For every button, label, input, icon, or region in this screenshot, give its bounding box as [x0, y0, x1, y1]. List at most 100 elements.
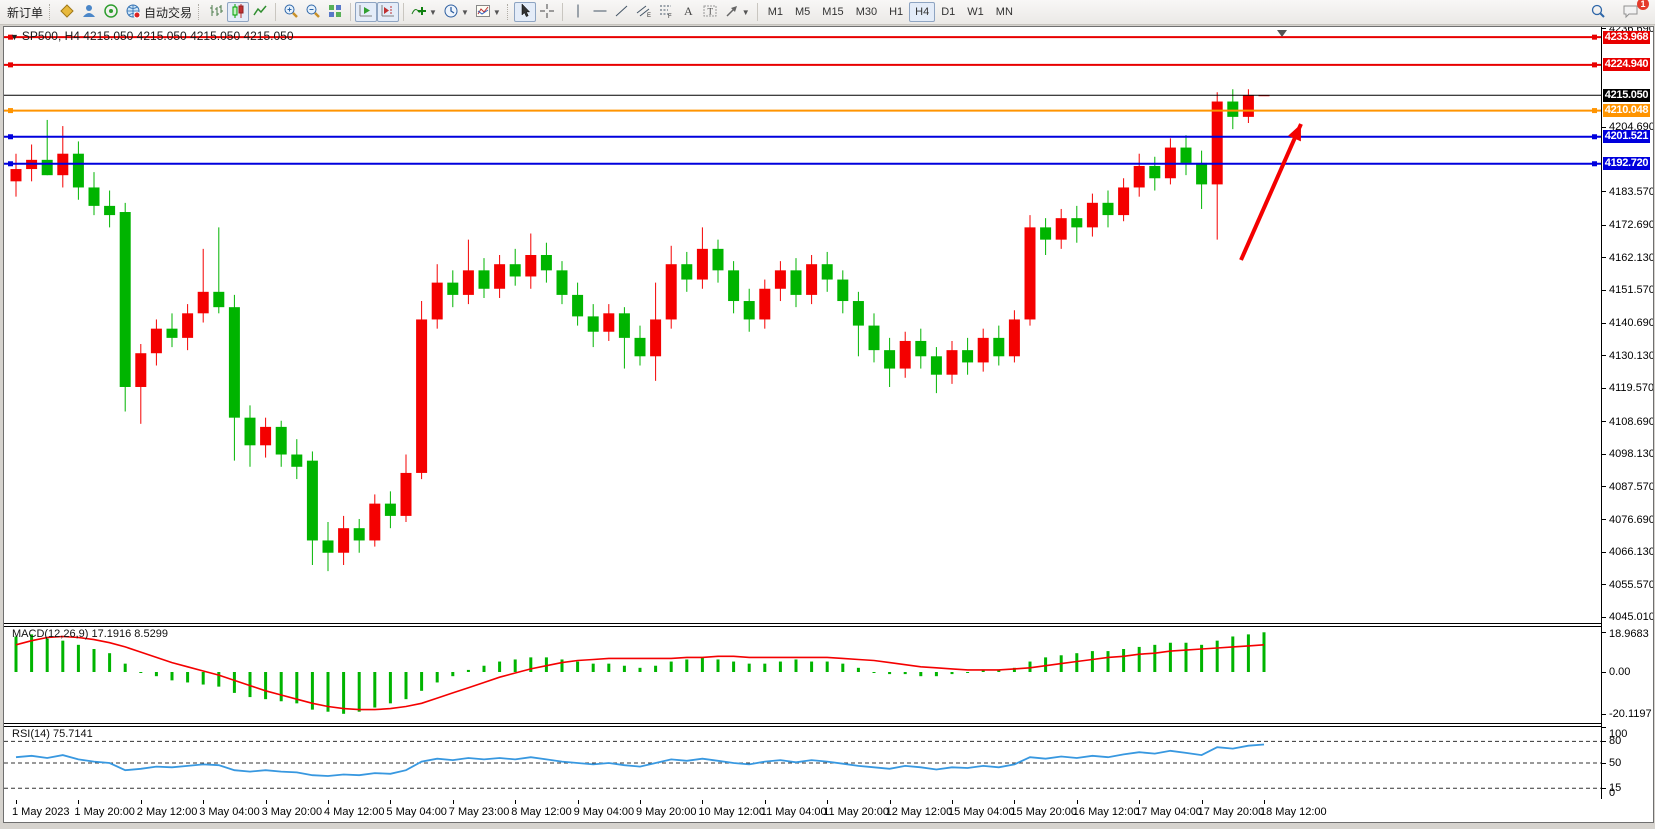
timeframe-m15-button[interactable]: M15 [816, 2, 849, 22]
signals-button[interactable] [78, 2, 100, 22]
axis-tick [1602, 355, 1606, 357]
price-chart-canvas[interactable] [4, 27, 1601, 623]
chart-shift-button[interactable] [377, 2, 400, 22]
price-axis[interactable]: 4236.6904204.6904183.5704172.6904162.130… [1602, 27, 1653, 799]
line-handle-right[interactable] [1592, 161, 1597, 167]
chevron-down-icon[interactable]: ▼ [460, 7, 469, 17]
candle-down [478, 270, 490, 289]
axis-tick [1602, 519, 1606, 521]
line-handle-right[interactable] [1592, 134, 1597, 140]
line-handle-left[interactable] [8, 62, 13, 68]
timeframe-h4-button[interactable]: H4 [909, 2, 936, 22]
symbol-dropdown-icon[interactable]: ▼ [10, 32, 19, 42]
vertical-line-button[interactable] [567, 2, 589, 22]
auto-trading-button[interactable]: 自动交易 [122, 2, 195, 22]
macd-histogram-bar [841, 663, 845, 672]
candle-up [806, 264, 818, 295]
macd-histogram-bar [1246, 634, 1250, 672]
pane-splitter[interactable] [4, 723, 1601, 727]
axis-tick [1602, 616, 1606, 618]
arrows-button[interactable]: ▼ [721, 2, 753, 22]
text-button[interactable]: A [677, 2, 699, 22]
chevron-down-icon[interactable]: ▼ [429, 7, 437, 17]
time-axis[interactable]: 1 May 2023 1 May 20:00 2 May 12:00 3 May 04… [4, 799, 1653, 821]
axis-tick [1602, 798, 1606, 799]
zoom-out-button[interactable] [302, 2, 324, 22]
indicators-button[interactable]: ▼ [408, 2, 440, 22]
notifications-button[interactable]: 1 [1619, 0, 1649, 22]
price-tick-label: 4076.690 [1609, 513, 1653, 526]
chevron-down-icon[interactable]: ▼ [492, 7, 501, 17]
candle-up [774, 270, 786, 289]
price-tick-label: 4204.690 [1609, 121, 1653, 134]
line-handle-left[interactable] [8, 161, 13, 167]
timeframe-m30-button[interactable]: M30 [850, 2, 883, 22]
rsi-axis-label: 100 [1609, 728, 1628, 740]
pane-splitter[interactable] [4, 623, 1601, 627]
horizontal-line-button[interactable] [589, 2, 611, 22]
price-tick-label: 4183.570 [1609, 185, 1653, 198]
auto-trading-label: 自动交易 [144, 5, 193, 20]
candle-up [1211, 101, 1223, 185]
trendline-button[interactable] [611, 2, 633, 22]
chart-shift-marker[interactable] [1277, 30, 1287, 37]
line-handle-right[interactable] [1592, 108, 1597, 114]
candle-up [150, 328, 162, 354]
templates-button[interactable]: ▼ [472, 2, 504, 22]
chevron-down-icon[interactable]: ▼ [741, 7, 750, 17]
timeframe-d1-button[interactable]: D1 [935, 2, 961, 22]
chart-title-text: SP500, H4 4215.050 4215.050 4215.050 421… [21, 29, 294, 43]
periods-button[interactable]: ▼ [440, 2, 472, 22]
line-handle-right[interactable] [1592, 62, 1597, 68]
chart-candles-button[interactable] [227, 2, 250, 22]
auto-scroll-button[interactable] [355, 2, 378, 22]
rsi-pane-canvas[interactable] [4, 727, 1601, 799]
timeframe-m1-button[interactable]: M1 [762, 2, 789, 22]
axis-tick [1602, 713, 1606, 715]
candle-up [1008, 319, 1020, 357]
timeframe-label: M30 [855, 6, 878, 18]
macd-histogram-bar [934, 672, 938, 677]
timeframe-m5-button[interactable]: M5 [789, 2, 816, 22]
channel-button[interactable]: E [633, 2, 655, 22]
time-tick-label: 16 May 12:00 [1072, 806, 1140, 818]
trend-arrow-head[interactable] [1288, 124, 1301, 142]
fibonacci-button[interactable]: F [655, 2, 677, 22]
cursor-button[interactable] [513, 2, 536, 22]
market-button[interactable] [56, 2, 78, 22]
trend-arrow-line[interactable] [1239, 123, 1303, 261]
candle-down [556, 270, 568, 295]
timeframe-label: M15 [822, 6, 844, 18]
chart-line-button[interactable] [249, 2, 271, 22]
macd-histogram-bar [607, 663, 611, 672]
macd-histogram-bar [856, 667, 860, 672]
zoom-in-icon [283, 3, 299, 22]
timeframe-h1-button[interactable]: H1 [883, 2, 909, 22]
time-tick-label: 15 May 04:00 [948, 806, 1015, 818]
line-handle-left[interactable] [8, 134, 13, 140]
price-level-badge: 4192.720 [1603, 157, 1650, 171]
price-tick-label: 4130.130 [1609, 349, 1653, 362]
macd-histogram-bar [451, 672, 455, 677]
line-handle-right[interactable] [1592, 34, 1597, 40]
zoom-out-icon [305, 3, 321, 22]
timeframe-label: W1 [967, 6, 984, 18]
tile-windows-button[interactable] [324, 2, 346, 22]
time-axis-tick [390, 800, 392, 804]
text-label-button[interactable]: T [699, 2, 721, 22]
news-button[interactable] [100, 2, 122, 22]
line-handle-left[interactable] [8, 34, 13, 40]
new-order-button[interactable]: 新订单 [4, 2, 46, 22]
crosshair-button[interactable] [536, 2, 558, 22]
timeframe-w1-button[interactable]: W1 [961, 2, 990, 22]
crosshair-icon [539, 3, 555, 22]
macd-histogram-bar [186, 672, 190, 683]
candle-down [353, 528, 365, 541]
macd-pane-canvas[interactable] [4, 627, 1601, 723]
timeframe-mn-button[interactable]: MN [990, 2, 1019, 22]
zoom-in-button[interactable] [280, 2, 302, 22]
macd-histogram-bar [45, 638, 49, 672]
search-button[interactable] [1587, 2, 1609, 22]
line-handle-left[interactable] [8, 108, 13, 114]
chart-bars-button[interactable] [205, 2, 227, 22]
